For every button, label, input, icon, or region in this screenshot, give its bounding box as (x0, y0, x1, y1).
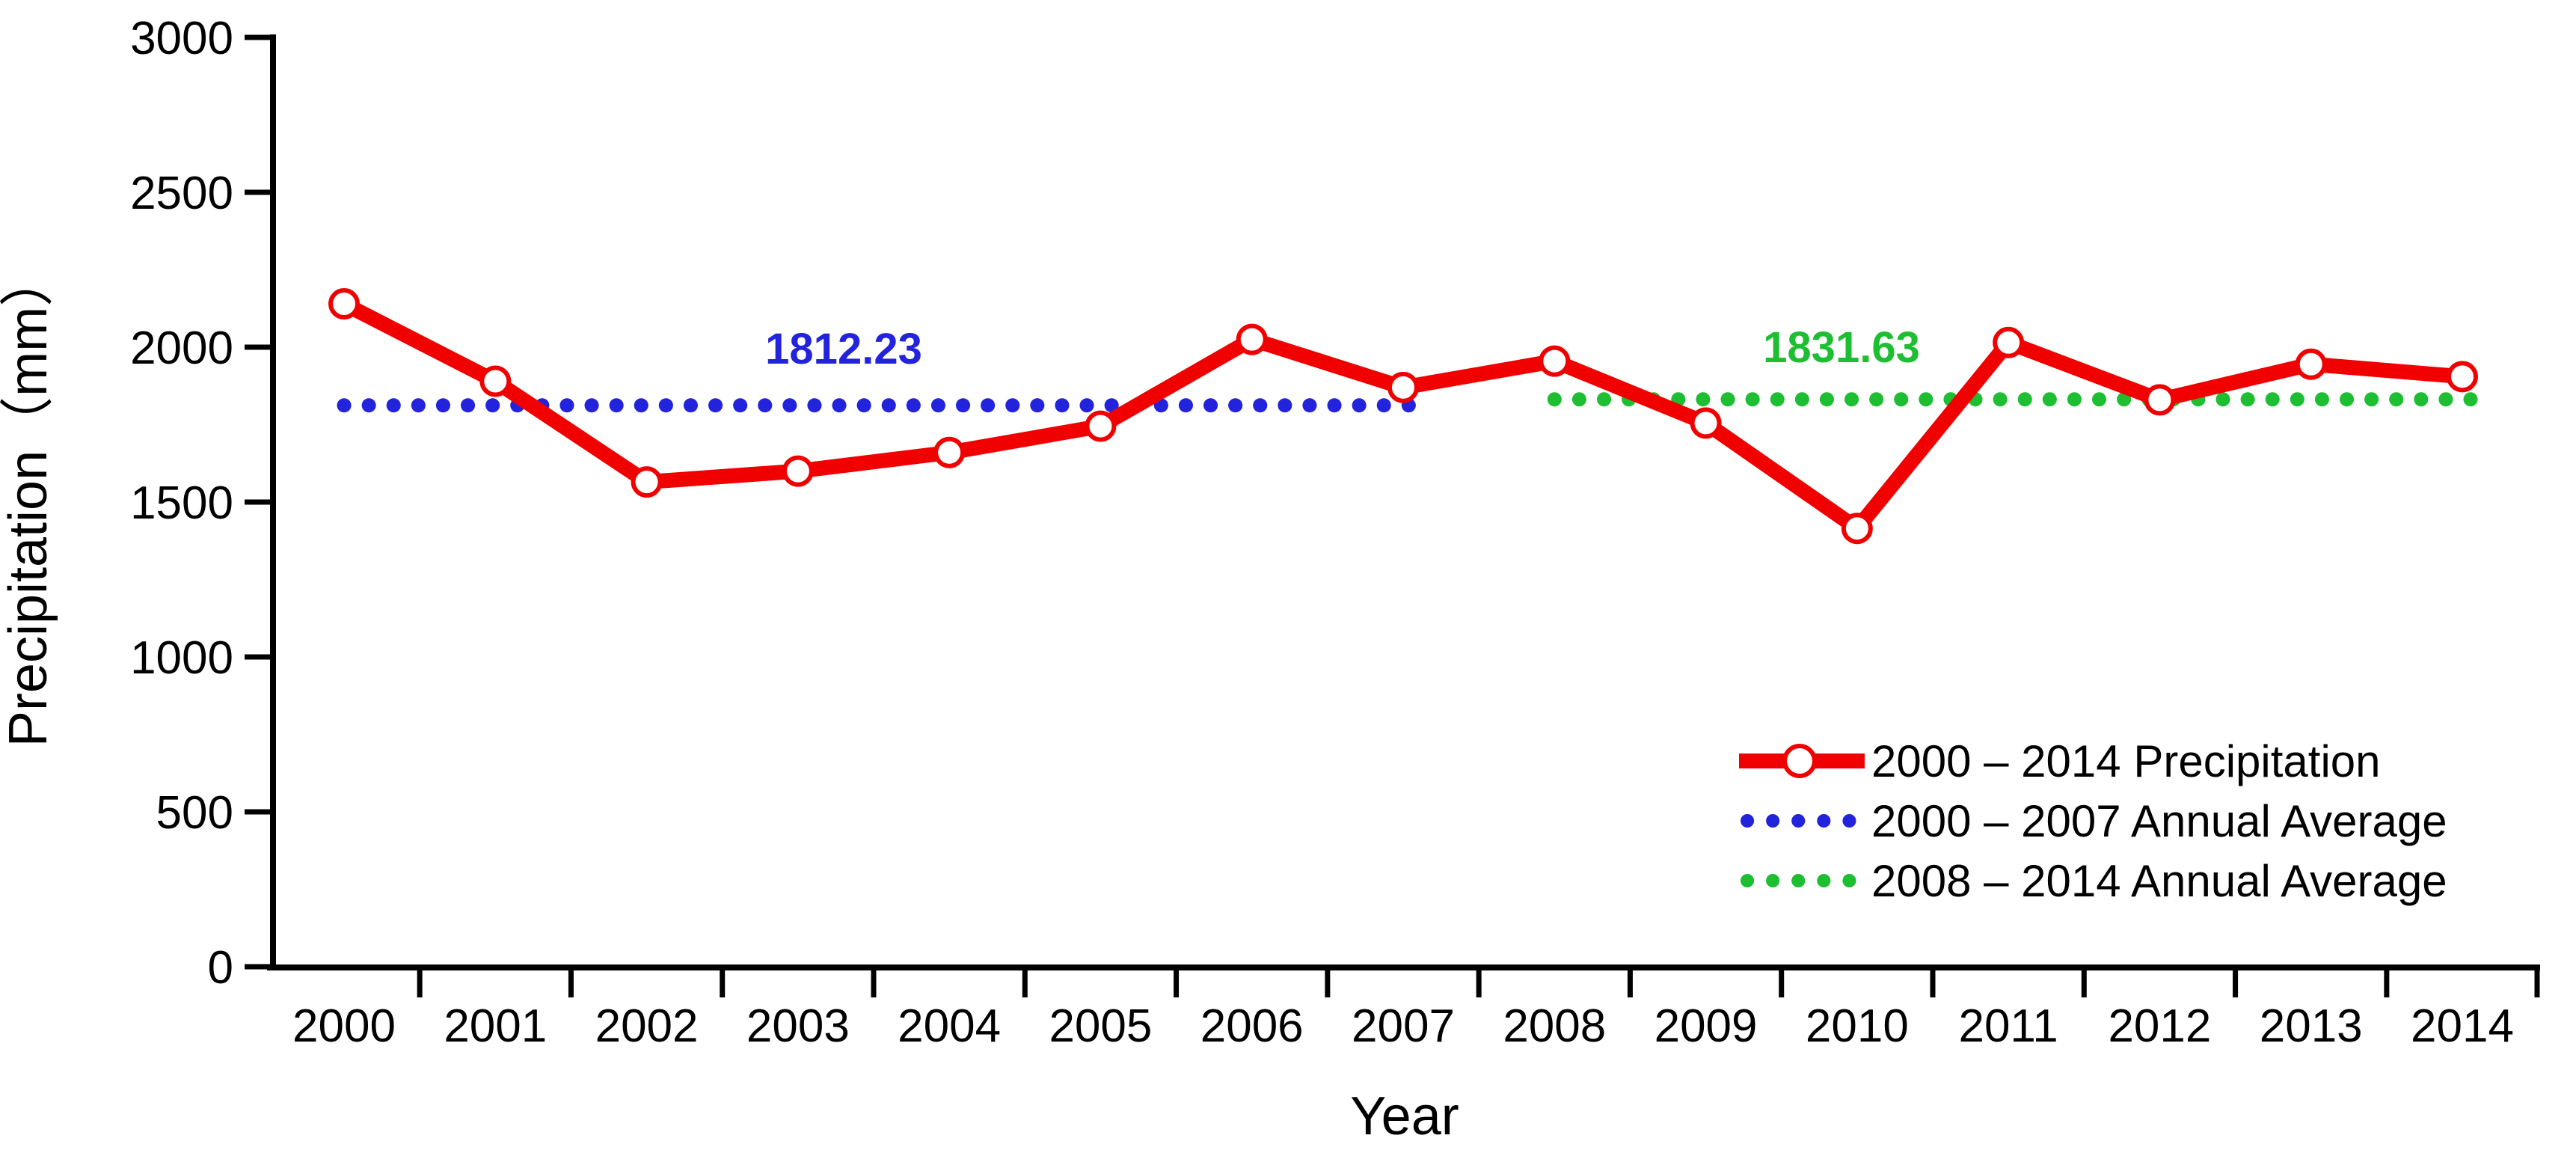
precipitation-series (328, 288, 2478, 545)
y-tick-label: 1500 (130, 477, 233, 529)
data-point-marker (1993, 326, 2025, 358)
y-tick-label: 1000 (130, 632, 233, 684)
x-tick-label: 2008 (1503, 1000, 1606, 1052)
legend-label-avg-2008-2014: 2008 – 2014 Annual Average (1871, 856, 2447, 906)
x-tick-label: 2005 (1049, 1000, 1152, 1052)
data-point-marker (479, 365, 512, 397)
legend-item-precipitation: 2000 – 2014 Precipitation (1739, 736, 2381, 786)
legend: 2000 – 2014 Precipitation 2000 – 2007 An… (1739, 736, 2447, 906)
data-point-marker (1236, 323, 1268, 355)
avg-2000-2007-value-label: 1812.23 (765, 325, 922, 373)
x-tick-label: 2014 (2411, 1000, 2514, 1052)
data-point-marker (933, 436, 966, 468)
x-tick-label: 2011 (1958, 1000, 2058, 1052)
legend-label-avg-2000-2007: 2000 – 2007 Annual Average (1871, 796, 2447, 846)
y-axis-ticks (245, 34, 273, 970)
data-point-marker (1085, 410, 1117, 442)
data-point-marker (2144, 384, 2176, 416)
data-point-marker (1690, 407, 1722, 439)
y-axis-title: Precipitation（mm） (0, 253, 58, 747)
y-tick-label: 3000 (130, 13, 233, 64)
x-tick-label: 2001 (444, 1000, 547, 1052)
y-axis-tick-labels: 0 500 1000 1500 2000 2500 3000 (130, 13, 233, 994)
y-tick-label: 0 (208, 942, 233, 994)
x-axis-ticks (417, 967, 2540, 997)
x-tick-label: 2002 (595, 1000, 699, 1052)
y-tick-label: 500 (156, 787, 233, 839)
x-tick-label: 2010 (1806, 1000, 1909, 1052)
data-point-marker (328, 288, 360, 320)
legend-label-precipitation: 2000 – 2014 Precipitation (1871, 736, 2381, 786)
x-tick-label: 2013 (2260, 1000, 2363, 1052)
x-tick-label: 2004 (898, 1000, 1001, 1052)
x-tick-label: 2006 (1200, 1000, 1304, 1052)
data-point-marker (1539, 345, 1571, 377)
x-tick-label: 2003 (746, 1000, 850, 1052)
y-tick-label: 2500 (130, 168, 233, 219)
data-point-marker (631, 466, 663, 498)
x-tick-label: 2009 (1655, 1000, 1758, 1052)
data-point-marker (1387, 371, 1419, 403)
x-tick-label: 2007 (1352, 1000, 1455, 1052)
precipitation-line (340, 297, 2463, 536)
avg-2008-2014-value-label: 1831.63 (1763, 323, 1920, 372)
x-axis-title: Year (1350, 1086, 1459, 1146)
data-point-marker (782, 455, 814, 487)
x-axis-tick-labels: 2000 2001 2002 2003 2004 2005 2006 2007 2008 2009… (292, 1000, 2514, 1052)
data-point-marker (1841, 513, 1873, 545)
data-point-marker (2295, 348, 2327, 380)
x-tick-label: 2012 (2108, 1000, 2211, 1052)
x-tick-label: 2000 (292, 1000, 396, 1052)
legend-item-avg-2000-2007: 2000 – 2007 Annual Average (1741, 796, 2447, 846)
legend-item-avg-2008-2014: 2008 – 2014 Annual Average (1741, 856, 2447, 906)
y-tick-label: 2000 (130, 322, 233, 374)
data-point-marker (2446, 361, 2478, 393)
legend-swatch-precipitation-marker (1782, 744, 1817, 778)
